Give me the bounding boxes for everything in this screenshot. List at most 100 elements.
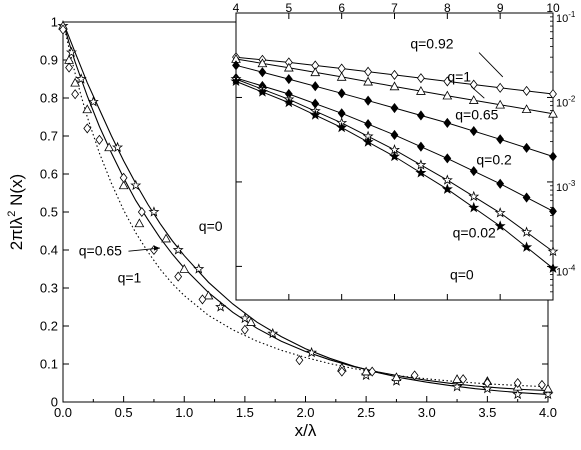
- inset-plot: 4 5 6 7 8 9 1010-110-210-310-4q=0.92q=1q=0.65q…: [230, 1, 576, 301]
- x-tick-label: 1.0: [175, 405, 193, 420]
- inset-data-point-q092: [417, 73, 425, 84]
- inset-curve-label: q=0.2: [476, 152, 512, 168]
- data-point-q1: [174, 271, 183, 282]
- inset-data-point-q092: [522, 85, 531, 96]
- y-tick-label: 0.4: [40, 243, 58, 258]
- data-point-q065: [161, 233, 171, 243]
- inset-curve-label: q=0.65: [455, 106, 498, 122]
- inset-data-point-q1: [310, 67, 321, 77]
- main-plot: 0.0 0.5 1.0 1.5 2.0 2.5 3.0 3.5 4.0 0 0.1 0.2 0.3 0.4…: [6, 15, 557, 441]
- arrow-head: [154, 245, 160, 251]
- data-point-q065: [70, 77, 81, 87]
- inset-data-point-q092: [443, 76, 452, 87]
- data-point-q065: [104, 142, 114, 152]
- curve-label: q=0: [199, 218, 223, 234]
- data-point-q0: [75, 73, 87, 84]
- inset-data-point-q1: [468, 95, 479, 104]
- inset-data-point-q002: [441, 174, 453, 185]
- inset-data-point-q002: [494, 207, 506, 218]
- inset-y-tick-label: 10-4: [556, 263, 576, 278]
- inset-y-tick-exponent: -1: [568, 10, 576, 19]
- inset-data-point-q092: [390, 69, 399, 80]
- inset-y-tick-base: 10: [556, 97, 568, 109]
- data-point-q0: [112, 141, 124, 153]
- inset-data-point-q065: [443, 117, 452, 128]
- inset-data-point-q065: [522, 142, 531, 153]
- data-point-q065: [118, 180, 129, 190]
- inset-leader-line: [470, 86, 485, 99]
- x-tick-label: 0.5: [115, 405, 133, 420]
- inset-data-point-q1: [548, 108, 558, 118]
- x-tick-label: 4.0: [539, 405, 557, 420]
- x-tick-label: 3.5: [478, 405, 496, 420]
- inset-data-point-q1: [521, 104, 532, 114]
- inset-data-point-q065: [337, 88, 346, 99]
- inset-data-point-q002: [468, 190, 480, 202]
- x-tick-label: 0.0: [54, 405, 72, 420]
- inset-data-point-q1: [416, 86, 426, 95]
- inset-curve-label: q=0: [450, 266, 474, 282]
- data-point-q0: [451, 381, 463, 392]
- inset-data-point-q065: [496, 134, 505, 145]
- inset-data-point-q0: [494, 220, 506, 231]
- inset-data-point-q02: [390, 129, 399, 140]
- inset-data-point-q0: [389, 150, 400, 162]
- inset-data-point-q1: [442, 90, 453, 100]
- y-axis-label: 2πlλ2 N(x): [6, 174, 26, 250]
- curve-label: q=1: [118, 269, 142, 285]
- inset-curve-label: q=0.92: [410, 35, 453, 51]
- data-point-q1: [95, 134, 104, 145]
- inset-y-tick-base: 10: [556, 13, 568, 25]
- data-point-q065: [246, 317, 256, 326]
- data-point-q0: [306, 346, 318, 358]
- series-line-q1: [62, 21, 549, 388]
- data-point-q065: [391, 372, 402, 382]
- inset-y-tick-exponent: -2: [568, 94, 576, 103]
- y-tick-label: 0.2: [40, 319, 58, 334]
- inset-x-tick-label: 10: [546, 1, 560, 15]
- inset-data-point-q065: [364, 95, 372, 106]
- data-point-q1: [337, 366, 346, 377]
- data-point-q065: [452, 374, 462, 383]
- inset-data-point-q002: [415, 159, 427, 170]
- data-point-q0: [130, 179, 142, 191]
- inset-y-tick-base: 10: [556, 266, 568, 278]
- inset-data-point-q0: [283, 96, 295, 108]
- data-point-q0: [193, 263, 205, 274]
- inset-x-tick-label: 4: [233, 1, 240, 15]
- data-point-q1: [538, 379, 546, 390]
- data-point-q1: [119, 172, 128, 183]
- inset-data-point-q0: [415, 167, 427, 178]
- inset-x-tick-label: 5: [285, 1, 292, 15]
- inset-data-point-q1: [363, 76, 373, 86]
- series-line-q0: [62, 21, 549, 395]
- data-point-q1: [137, 206, 146, 218]
- data-point-q065: [179, 263, 190, 273]
- data-point-q065: [134, 218, 145, 228]
- inset-data-point-q02: [549, 206, 557, 217]
- data-point-q0: [87, 96, 99, 107]
- inset-data-point-q1: [389, 81, 400, 91]
- data-point-q1: [483, 377, 492, 389]
- inset-data-point-q065: [549, 151, 557, 162]
- data-point-q1: [83, 123, 92, 134]
- data-point-q065: [203, 290, 214, 300]
- inset-data-point-q0: [336, 121, 348, 133]
- x-tick-label: 2.5: [357, 405, 375, 420]
- inset-data-point-q065: [390, 102, 399, 114]
- y-tick-label: 0.5: [40, 205, 58, 220]
- inset-data-point-q0: [547, 262, 559, 273]
- y-axis-label-main: 2πlλ: [7, 216, 26, 250]
- inset-y-tick-exponent: -4: [568, 263, 576, 272]
- y-tick-label: 0.8: [40, 91, 58, 106]
- inset-data-point-q065: [258, 67, 267, 78]
- inset-y-tick-exponent: -3: [568, 179, 576, 188]
- y-axis-label-superscript: 2: [6, 211, 18, 217]
- data-point-q1: [295, 355, 304, 366]
- curve-label: q=0.65: [79, 243, 122, 259]
- y-tick-label: 0.7: [40, 129, 58, 144]
- data-point-q1: [65, 62, 73, 73]
- inset-data-point-q02: [469, 166, 478, 177]
- inset-data-point-q0: [441, 183, 453, 194]
